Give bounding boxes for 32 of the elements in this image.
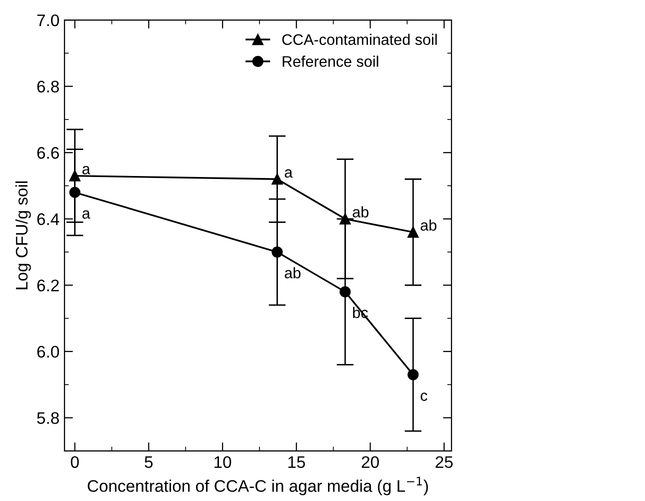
annotation: ab <box>352 206 368 218</box>
annotation: a <box>82 210 90 219</box>
point <box>272 174 283 185</box>
x-tick-label: 15 <box>288 456 305 468</box>
y-tick-label: 6.6 <box>37 147 59 159</box>
annotation: c <box>420 392 428 401</box>
y-tick-label: 5.8 <box>37 412 59 424</box>
x-axis-title: Concentration of CCA-C in agar media (g L$^{−1}$) <box>88 476 428 496</box>
y-tick-label: 6.4 <box>37 213 60 226</box>
x-tick-label: 25 <box>436 456 453 468</box>
x-tick-label: 10 <box>214 456 232 468</box>
legend-label: Reference soil <box>282 56 378 67</box>
legend-label: CCA-contaminated soil <box>282 34 437 46</box>
annotation: ab <box>284 267 300 278</box>
annotation: a <box>284 169 293 178</box>
point <box>408 369 419 380</box>
annotation: ab <box>420 219 436 231</box>
point <box>340 286 351 298</box>
point <box>408 226 419 238</box>
y-tick-label: 6.2 <box>37 280 59 292</box>
y-tick-label: 7.0 <box>37 14 59 26</box>
x-tick-label: 0 <box>70 456 79 468</box>
point <box>272 246 283 258</box>
annotation: a <box>82 166 90 174</box>
x-tick-label: 20 <box>362 456 379 468</box>
point <box>69 170 80 182</box>
point <box>69 186 80 198</box>
y-tick-label: 6.0 <box>37 346 59 358</box>
point <box>340 213 351 224</box>
x-tick-label: 5 <box>144 456 153 468</box>
y-tick-label: 6.8 <box>37 80 59 93</box>
y-axis-title: Log CFU/g soil <box>15 181 31 290</box>
